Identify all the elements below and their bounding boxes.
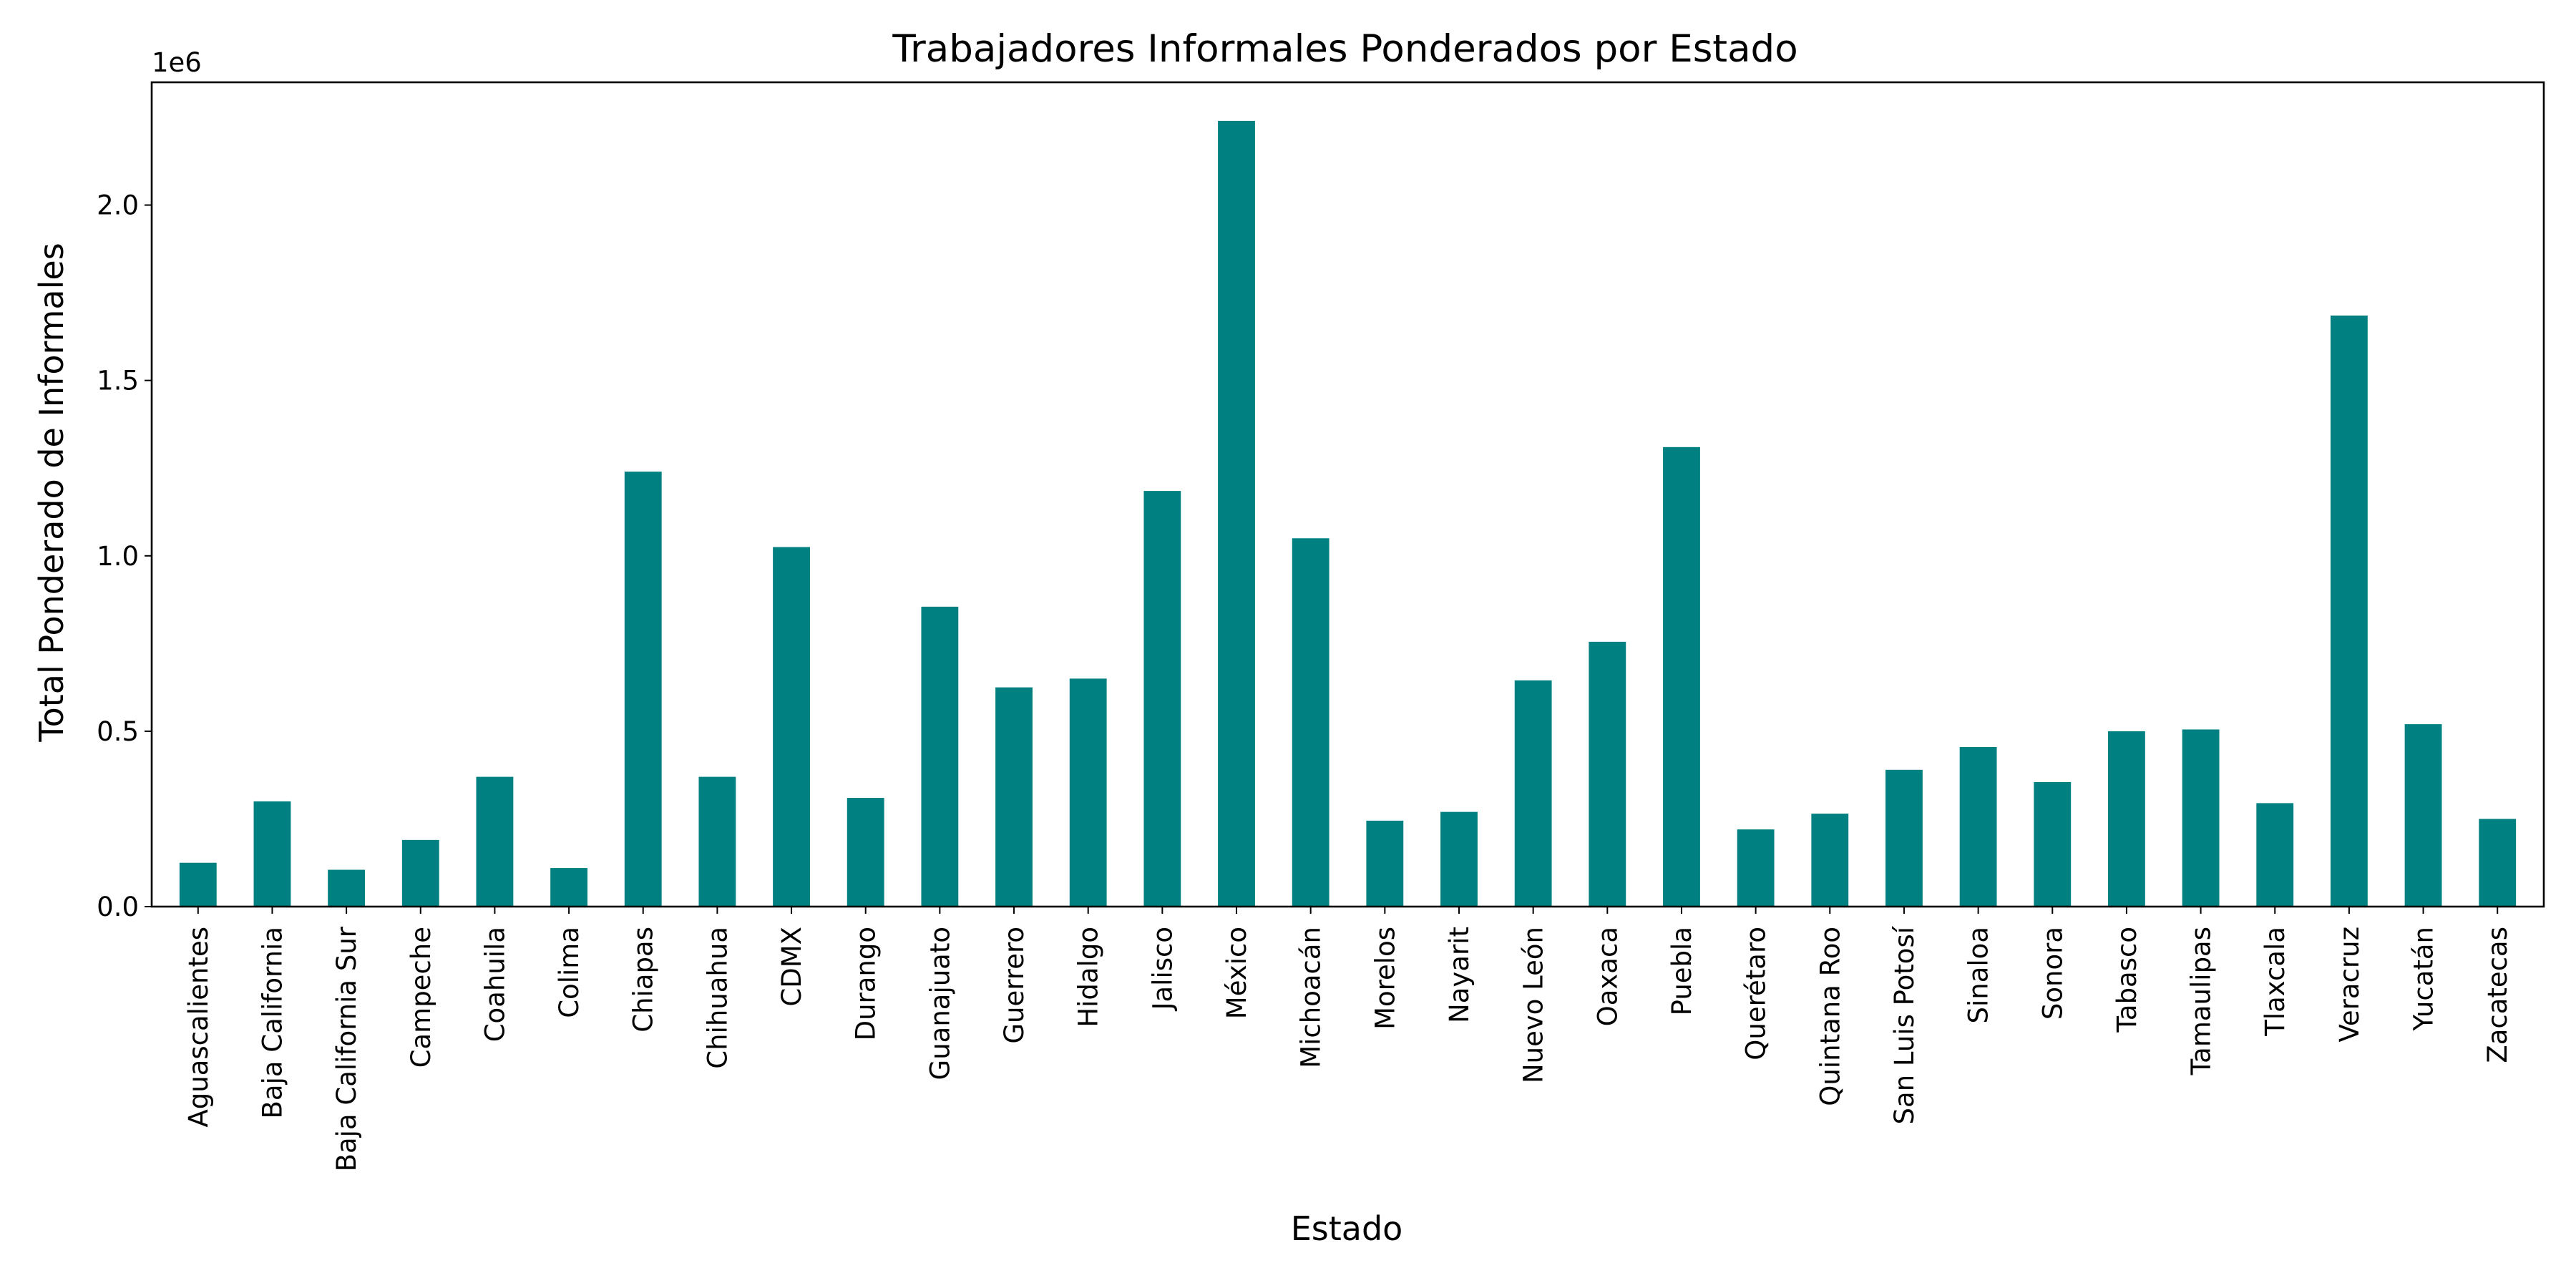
x-tick-label: México	[1221, 927, 1252, 1019]
y-tick-label: 2.0	[97, 190, 139, 221]
y-axis-label: Total Ponderado de Informales	[32, 243, 71, 742]
y-tick-label: 0.0	[97, 892, 139, 922]
plot-frame	[150, 81, 2545, 908]
bar	[1069, 678, 1107, 907]
bar	[698, 776, 736, 907]
bar	[995, 687, 1033, 907]
y-axis-ticks: 0.0 0.5 1.0 1.5 2.0	[97, 190, 152, 922]
x-tick-label: Jalisco	[1147, 927, 1178, 1011]
bar	[328, 869, 366, 907]
bar	[179, 862, 217, 907]
x-tick-label: Michoacán	[1296, 927, 1327, 1068]
x-axis-ticks: Aguascalientes Baja California Baja Califo…	[183, 907, 2513, 1171]
bar	[1885, 769, 1923, 907]
x-tick-label: CDMX	[776, 927, 807, 1007]
bar	[1589, 641, 1626, 907]
bar	[1811, 814, 1849, 907]
bar	[2034, 781, 2072, 907]
bar	[2256, 803, 2294, 907]
x-tick-label: Puebla	[1667, 927, 1697, 1015]
y-tick-label: 0.5	[97, 716, 139, 747]
x-tick-label: Oaxaca	[1592, 927, 1623, 1026]
bar	[1218, 120, 1255, 907]
x-tick-label: Durango	[851, 927, 882, 1040]
bar	[773, 547, 810, 907]
x-tick-label: Guerrero	[999, 927, 1030, 1044]
bar	[1440, 811, 1478, 907]
x-tick-label: Chiapas	[628, 927, 659, 1033]
x-tick-label: Zacatecas	[2482, 927, 2513, 1063]
x-tick-label: Campeche	[406, 927, 436, 1068]
x-tick-label: San Luis Potosí	[1889, 925, 1920, 1124]
bar	[2479, 819, 2517, 907]
x-tick-label: Tamaulipas	[2186, 927, 2217, 1075]
x-tick-label: Quintana Roo	[1815, 927, 1845, 1106]
bar	[1292, 538, 1330, 907]
x-tick-label: Tlaxcala	[2260, 927, 2290, 1037]
bar	[2182, 729, 2220, 907]
y-tick-label: 1.5	[97, 366, 139, 396]
bar	[1737, 829, 1775, 907]
x-tick-label: Sinaloa	[1963, 927, 1994, 1023]
x-tick-label: Tabasco	[2112, 927, 2142, 1033]
x-tick-label: Morelos	[1370, 927, 1400, 1030]
x-tick-label: Aguascalientes	[183, 927, 214, 1128]
bar	[2330, 315, 2368, 907]
x-tick-label: Veracruz	[2334, 927, 2365, 1043]
x-tick-label: Baja California Sur	[331, 926, 362, 1171]
y-axis-offset-label: 1e6	[152, 47, 202, 78]
x-tick-label: Hidalgo	[1073, 927, 1104, 1028]
x-tick-label: Chihuahua	[702, 927, 733, 1069]
bars-group	[179, 120, 2517, 907]
x-tick-label: Nayarit	[1444, 927, 1475, 1023]
bar	[1514, 680, 1552, 907]
bar	[401, 839, 439, 907]
bar	[2404, 724, 2442, 907]
x-tick-label: Sonora	[2037, 927, 2068, 1020]
x-tick-label: Guanajuato	[924, 927, 955, 1080]
bar	[2108, 731, 2145, 907]
bar	[624, 472, 662, 907]
bar	[847, 798, 884, 907]
bar	[550, 868, 587, 907]
bar	[1143, 491, 1181, 907]
x-tick-label: Colima	[554, 927, 585, 1018]
chart-title: Trabajadores Informales Ponderados por E…	[892, 27, 1797, 71]
x-axis-label: Estado	[1291, 1209, 1403, 1248]
bar	[253, 801, 291, 907]
x-tick-label: Nuevo León	[1518, 927, 1549, 1083]
x-tick-label: Yucatán	[2409, 927, 2439, 1031]
bar	[476, 776, 514, 907]
x-tick-label: Coahuila	[479, 927, 510, 1042]
bar	[1366, 820, 1404, 907]
bar	[1663, 447, 1700, 907]
bar	[1959, 746, 1997, 907]
bar	[921, 606, 959, 907]
x-tick-label: Baja California	[257, 927, 288, 1118]
x-tick-label: Querétaro	[1741, 927, 1772, 1060]
y-tick-label: 1.0	[97, 541, 139, 572]
